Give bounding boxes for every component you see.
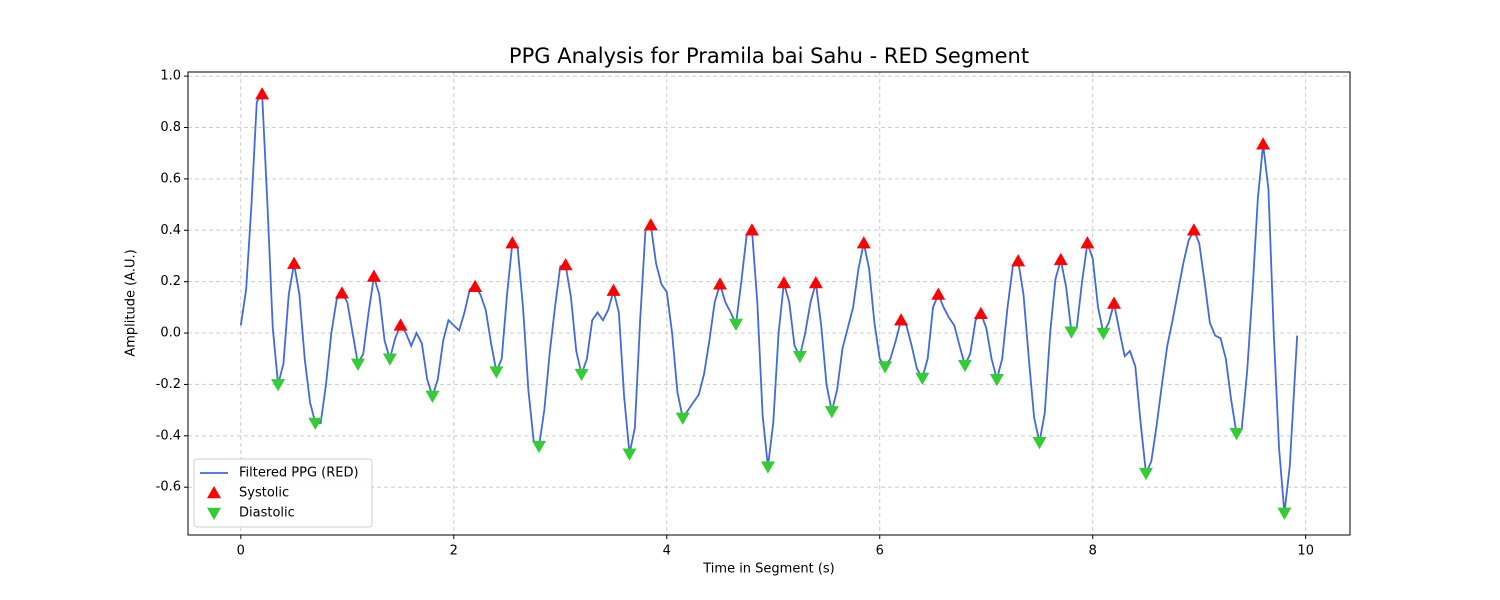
y-tick-label: -0.6 [156, 480, 181, 495]
y-tick-label: 0.4 [160, 223, 181, 238]
y-tick-label: 0.0 [160, 326, 181, 341]
diastolic-marker [824, 406, 839, 419]
y-tick-label: -0.2 [156, 377, 181, 392]
diastolic-marker [792, 350, 807, 364]
x-tick-label: 10 [1297, 544, 1314, 559]
diastolic-marker [574, 368, 589, 382]
diastolic-marker [308, 417, 323, 430]
diastolic-marker [425, 390, 440, 403]
diastolic-marker [915, 372, 930, 386]
diastolic-marker [382, 353, 397, 366]
diastolic-marker [1096, 327, 1111, 341]
y-tick-label: 0.2 [160, 274, 181, 289]
systolic-marker [894, 313, 909, 326]
diastolic-marker [989, 374, 1004, 387]
x-axis-label: Time in Segment (s) [702, 562, 834, 577]
systolic-marker [287, 256, 302, 269]
systolic-marker [1053, 252, 1068, 266]
diastolic-marker [622, 448, 637, 461]
systolic-marker [366, 269, 381, 282]
systolic-marker [468, 279, 483, 293]
legend-label: Systolic [239, 486, 289, 501]
systolic-marker [776, 275, 791, 289]
diastolic-marker [1138, 467, 1153, 481]
x-tick-label: 6 [876, 544, 884, 559]
diastolic-marker [728, 318, 743, 332]
diastolic-marker [1064, 326, 1079, 339]
systolic-marker [808, 275, 823, 289]
chart-title: PPG Analysis for Pramila bai Sahu - RED … [509, 44, 1029, 68]
diastolic-marker [1277, 507, 1292, 520]
legend-label: Diastolic [239, 506, 295, 521]
plot-frame [187, 71, 1351, 536]
diastolic-marker [489, 366, 504, 379]
systolic-marker [393, 318, 408, 331]
systolic-marker [606, 283, 621, 296]
diastolic-marker [957, 359, 972, 373]
systolic-marker [558, 257, 573, 271]
systolic-marker [255, 87, 270, 100]
legend-swatch [207, 507, 221, 520]
systolic-marker [713, 277, 728, 290]
x-tick-label: 8 [1089, 544, 1097, 559]
diastolic-marker [760, 461, 775, 474]
legend-box [193, 458, 373, 528]
diastolic-marker [675, 412, 690, 425]
diastolic-marker [350, 358, 365, 371]
systolic-marker [334, 286, 349, 299]
diastolic-marker [271, 379, 286, 392]
systolic-marker [973, 306, 988, 320]
y-tick-label: 0.8 [160, 120, 181, 135]
x-tick-label: 0 [237, 544, 245, 559]
y-tick-label: 0.6 [160, 171, 181, 186]
legend-label: Filtered PPG (RED) [239, 466, 359, 481]
systolic-marker [1080, 236, 1095, 249]
systolic-marker [1186, 223, 1201, 236]
systolic-marker [931, 287, 946, 300]
y-tick-label: -0.4 [156, 428, 181, 443]
systolic-marker [856, 236, 871, 249]
systolic-marker [1256, 137, 1271, 150]
diastolic-marker [531, 440, 546, 454]
diastolic-marker [1032, 436, 1047, 450]
y-axis-label: Amplitude (A.U.) [124, 249, 139, 356]
x-tick-label: 2 [450, 544, 458, 559]
diastolic-marker [1229, 428, 1244, 441]
systolic-marker [744, 223, 759, 236]
legend-swatch [207, 486, 221, 499]
systolic-marker [643, 218, 658, 231]
systolic-marker [1107, 296, 1122, 309]
systolic-marker [1011, 254, 1026, 267]
y-tick-label: 1.0 [160, 69, 181, 84]
x-tick-label: 4 [663, 544, 671, 559]
systolic-marker [505, 236, 520, 249]
diastolic-marker [878, 361, 893, 374]
